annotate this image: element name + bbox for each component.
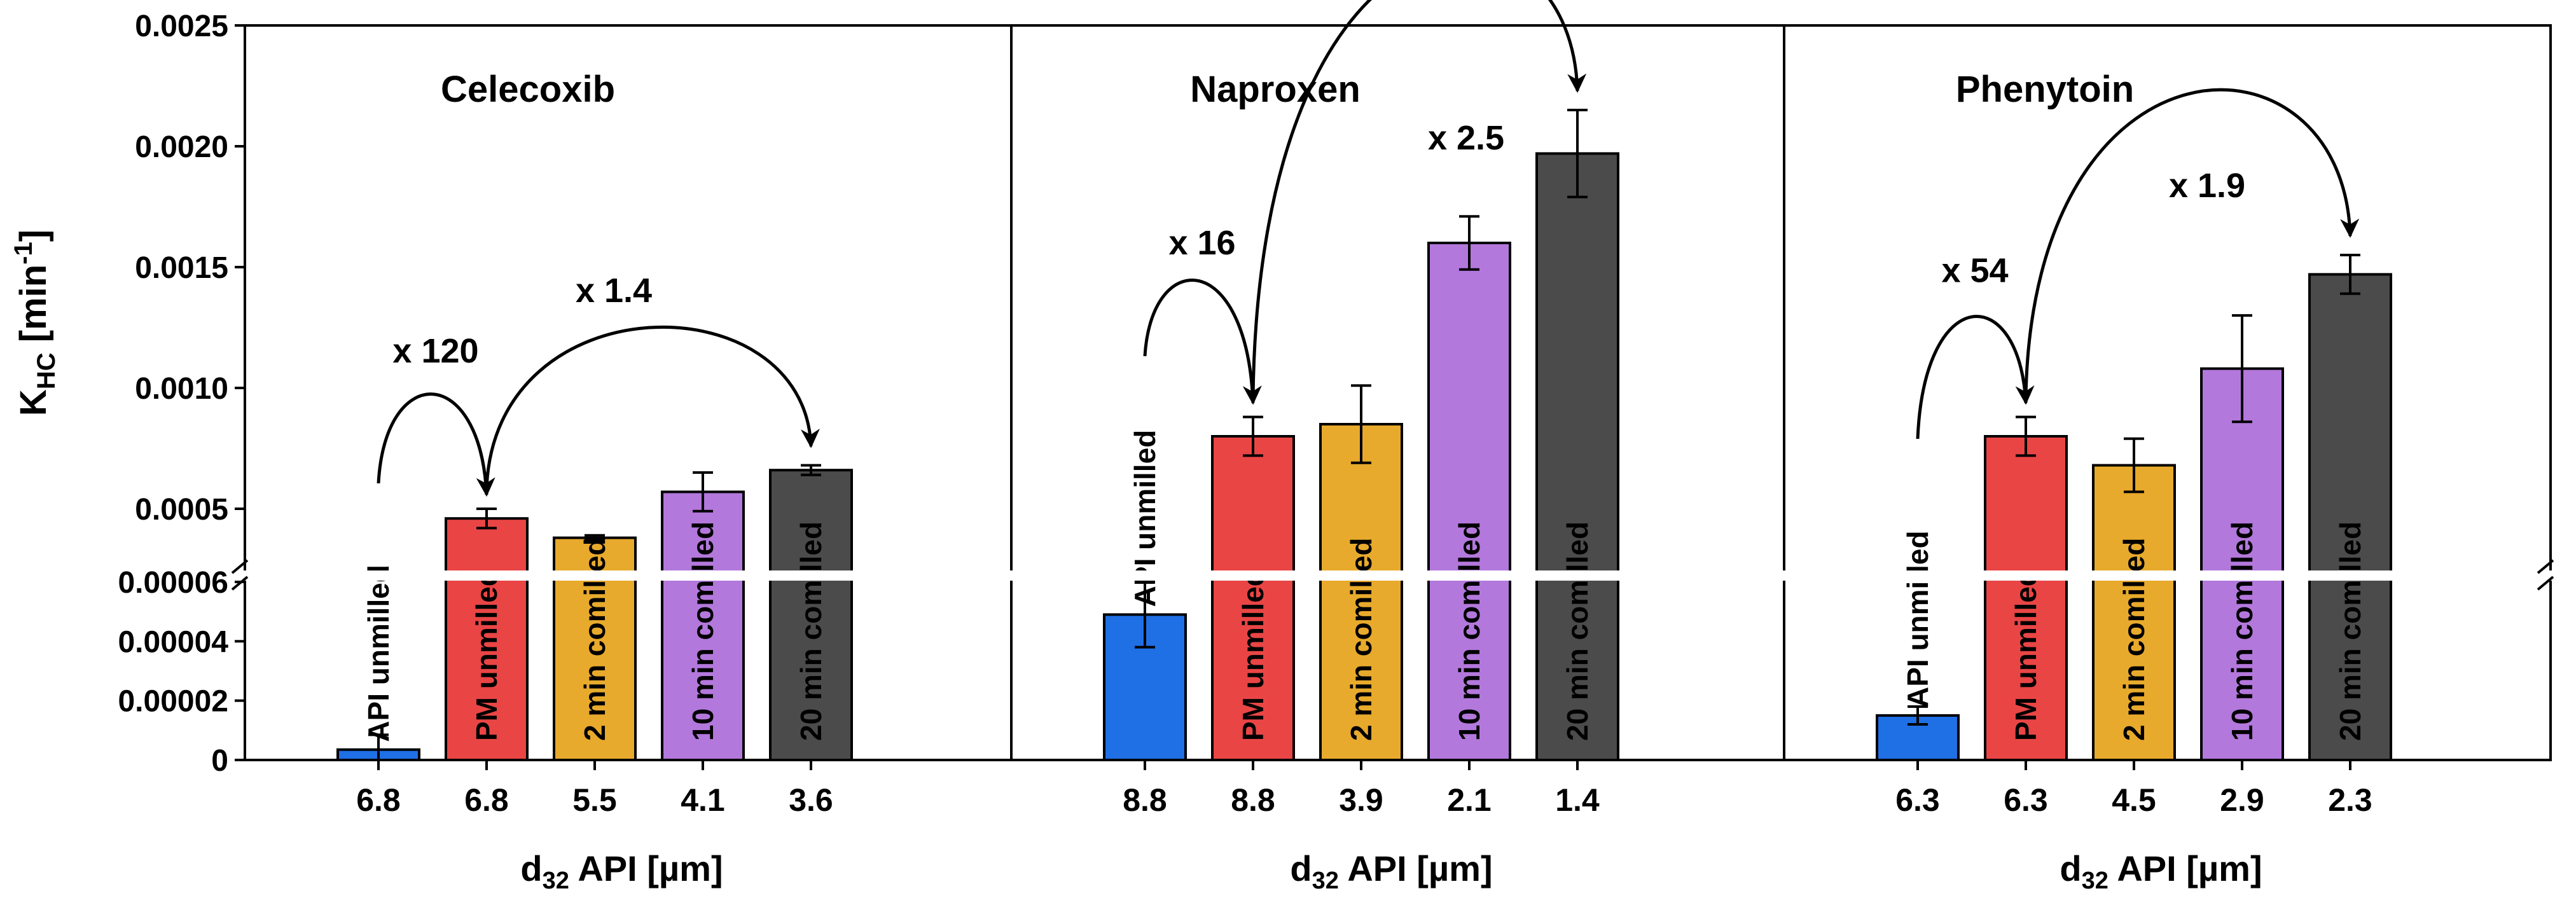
fold-change-arrow — [485, 326, 820, 490]
y-tick-label: 0.00006 — [118, 566, 228, 600]
y-axis-label-sup: -1 — [10, 242, 38, 265]
bar-series-label: 20 min comilled — [2334, 522, 2367, 741]
axis-break-mark — [231, 559, 249, 574]
bar — [1211, 435, 1295, 761]
bar — [2200, 367, 2284, 761]
x-tick-label: 4.5 — [2112, 782, 2156, 818]
fold-change-arrow — [2024, 88, 2360, 398]
bar-series-label: 2 min comilled — [2117, 537, 2150, 741]
bar-series-label: 2 min comilled — [1345, 537, 1378, 741]
x-axis-label: d32 API [µm] — [520, 848, 723, 894]
bar — [1984, 435, 2068, 761]
bar-series-label: 2 min comilled — [578, 537, 611, 741]
x-axis-label-sub: 32 — [2082, 867, 2109, 894]
bar — [2092, 464, 2176, 761]
bar-series-label: PM unmilled — [1236, 569, 1270, 741]
x-tick-label: 3.6 — [789, 782, 833, 818]
fold-change-label: x 54 — [1941, 252, 2008, 290]
x-tick-label: 4.1 — [681, 782, 725, 818]
bar-series-label: 20 min comilled — [794, 522, 828, 741]
x-axis-label-rest: API [µm] — [2109, 848, 2262, 888]
x-tick-label: 6.8 — [356, 782, 401, 818]
y-axis-label-unit: [min — [13, 265, 54, 353]
panel-celecoxib: Celecoxib 6.8 API unmilled 6.8 PM unmilled 5.… — [244, 24, 1013, 894]
x-axis-label: d32 API [µm] — [1290, 848, 1492, 894]
x-axis-label-main: d — [1290, 848, 1312, 888]
y-tick-label: 0.0010 — [135, 372, 228, 406]
x-tick-label: 6.3 — [2004, 782, 2048, 818]
bar — [1535, 152, 1619, 761]
x-tick-label: 6.8 — [464, 782, 509, 818]
x-tick-label: 8.8 — [1231, 782, 1275, 818]
y-axis-label-main: K — [13, 389, 54, 416]
panel-phenytoin: Phenytoin 6.3 API unmilled 6.3 PM unmilled 4.… — [1783, 24, 2552, 894]
bar — [769, 469, 853, 761]
x-axis-label-main: d — [520, 848, 542, 888]
fold-change-label: x 1.9 — [2169, 167, 2245, 205]
panel-title: Celecoxib — [441, 69, 615, 110]
axis-break-mark — [2537, 576, 2554, 591]
bar-series-label: PM unmilled — [2009, 569, 2042, 741]
fold-change-label: x 2.5 — [1428, 119, 1504, 157]
x-tick-label: 2.9 — [2220, 782, 2264, 818]
y-axis-label-close: ] — [13, 230, 54, 242]
bar-series-label: API unmilled — [1901, 530, 1934, 708]
x-tick-label: 5.5 — [572, 782, 617, 818]
axis-break-mark — [231, 576, 249, 591]
y-tick-label: 0.00004 — [118, 625, 228, 659]
axis-break-mark — [2537, 559, 2554, 574]
fold-change-arrow — [1251, 0, 1587, 398]
y-axis-label-sub: HC — [32, 352, 60, 389]
fold-change-label: x 120 — [392, 332, 478, 370]
y-tick-label: 0.0015 — [135, 251, 228, 285]
bar-series-label: 10 min comilled — [1453, 522, 1486, 741]
bar — [2308, 273, 2392, 761]
x-tick-label: 6.3 — [1895, 782, 1940, 818]
y-tick-label: 0.0020 — [135, 130, 228, 164]
fold-change-arrow — [1916, 315, 2035, 439]
bar-series-label: API unmilled — [362, 565, 395, 742]
x-tick-label: 2.1 — [1447, 782, 1492, 818]
y-tick-label: 0.00002 — [118, 685, 228, 719]
fold-change-label: x 1.4 — [576, 272, 652, 310]
bar-series-label: 10 min comilled — [2226, 522, 2259, 741]
x-tick-label: 8.8 — [1123, 782, 1167, 818]
axis-break-band — [244, 570, 2552, 581]
y-tick-label: 0.0005 — [135, 493, 228, 527]
y-axis-label: KHC [min-1] — [10, 230, 60, 416]
bar-series-label: PM unmilled — [470, 569, 503, 741]
bar — [1319, 423, 1403, 761]
x-tick-label: 1.4 — [1555, 782, 1600, 818]
x-axis-label-sub: 32 — [1312, 867, 1339, 894]
panel-title: Phenytoin — [1956, 69, 2134, 110]
x-axis-label-sub: 32 — [543, 867, 569, 894]
panel-title: Naproxen — [1190, 69, 1361, 110]
y-tick-label: 0 — [211, 744, 228, 778]
x-axis-label-main: d — [2060, 848, 2081, 888]
x-axis-label-rest: API [µm] — [569, 848, 723, 888]
bar-series-label: 10 min comilled — [686, 522, 719, 741]
fold-change-label: x 16 — [1168, 224, 1235, 262]
x-tick-label: 3.9 — [1339, 782, 1383, 818]
fold-change-arrow — [1143, 278, 1262, 405]
bar-series-label: 20 min comilled — [1561, 522, 1594, 741]
fold-change-arrow — [377, 392, 495, 497]
x-axis-label: d32 API [µm] — [2060, 848, 2262, 894]
y-tick-label: 0.0025 — [135, 10, 228, 43]
x-axis-label-rest: API [µm] — [1339, 848, 1493, 888]
x-tick-label: 2.3 — [2328, 782, 2372, 818]
